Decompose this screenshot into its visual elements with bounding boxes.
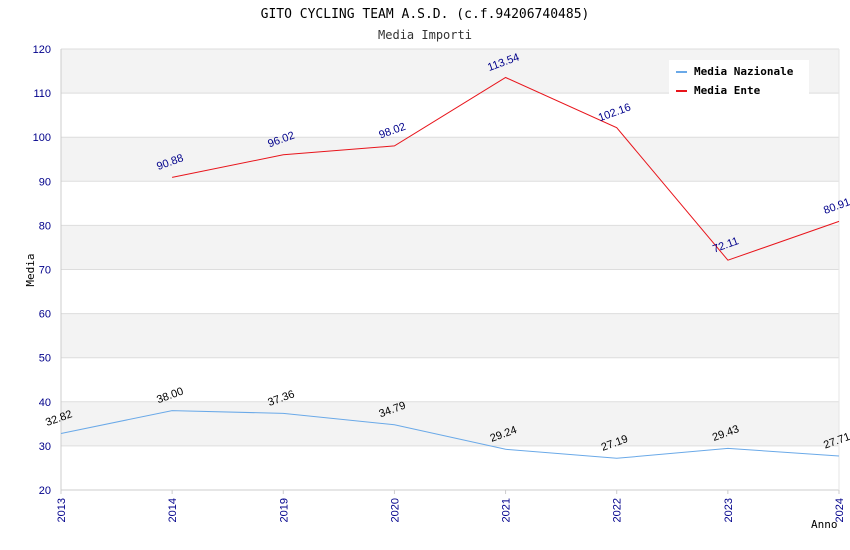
x-tick-label: 2024 bbox=[834, 498, 846, 522]
y-tick-label: 50 bbox=[39, 353, 51, 365]
legend-box bbox=[669, 60, 809, 96]
legend-label-media-nazionale: Media Nazionale bbox=[694, 65, 794, 78]
series-line-media-ente bbox=[172, 76, 840, 261]
series-lines bbox=[60, 76, 840, 459]
y-tick-label: 120 bbox=[33, 44, 51, 56]
y-tick-label: 30 bbox=[39, 441, 51, 453]
y-tick-label: 20 bbox=[39, 485, 51, 497]
chart-subtitle: Media Importi bbox=[378, 28, 472, 42]
legend: Media Nazionale Media Ente bbox=[669, 60, 809, 97]
x-tick-label: 2013 bbox=[56, 498, 68, 522]
y-tick-label: 110 bbox=[33, 88, 51, 100]
x-tick-label: 2020 bbox=[389, 498, 401, 522]
series-line-media-nazionale bbox=[60, 410, 840, 459]
y-tick-label: 40 bbox=[39, 397, 51, 409]
y-tick-label: 80 bbox=[39, 220, 51, 232]
chart-title: GITO CYCLING TEAM A.S.D. (c.f.9420674048… bbox=[261, 7, 590, 22]
x-tick-label: 2019 bbox=[278, 498, 290, 522]
y-tick-label: 100 bbox=[33, 132, 51, 144]
x-tick-label: 2014 bbox=[167, 498, 179, 522]
x-axis-label: Anno bbox=[811, 518, 838, 531]
x-axis-ticks: 2013 2014 2019 2020 2021 2022 2023 2024 bbox=[56, 490, 846, 522]
y-tick-label: 70 bbox=[39, 265, 51, 277]
y-axis-ticks: 20 30 40 50 60 70 80 90 100 110 120 bbox=[33, 44, 51, 497]
grid-band bbox=[61, 225, 839, 270]
grid-band bbox=[61, 313, 839, 358]
y-tick-label: 60 bbox=[39, 309, 51, 321]
y-axis-label: Media bbox=[24, 253, 37, 286]
x-tick-label: 2021 bbox=[501, 498, 513, 522]
axes bbox=[60, 49, 840, 491]
x-tick-label: 2022 bbox=[612, 498, 624, 522]
grid-band bbox=[61, 401, 839, 446]
legend-label-media-ente: Media Ente bbox=[694, 84, 761, 97]
x-tick-label: 2023 bbox=[723, 498, 735, 522]
y-tick-label: 90 bbox=[39, 176, 51, 188]
